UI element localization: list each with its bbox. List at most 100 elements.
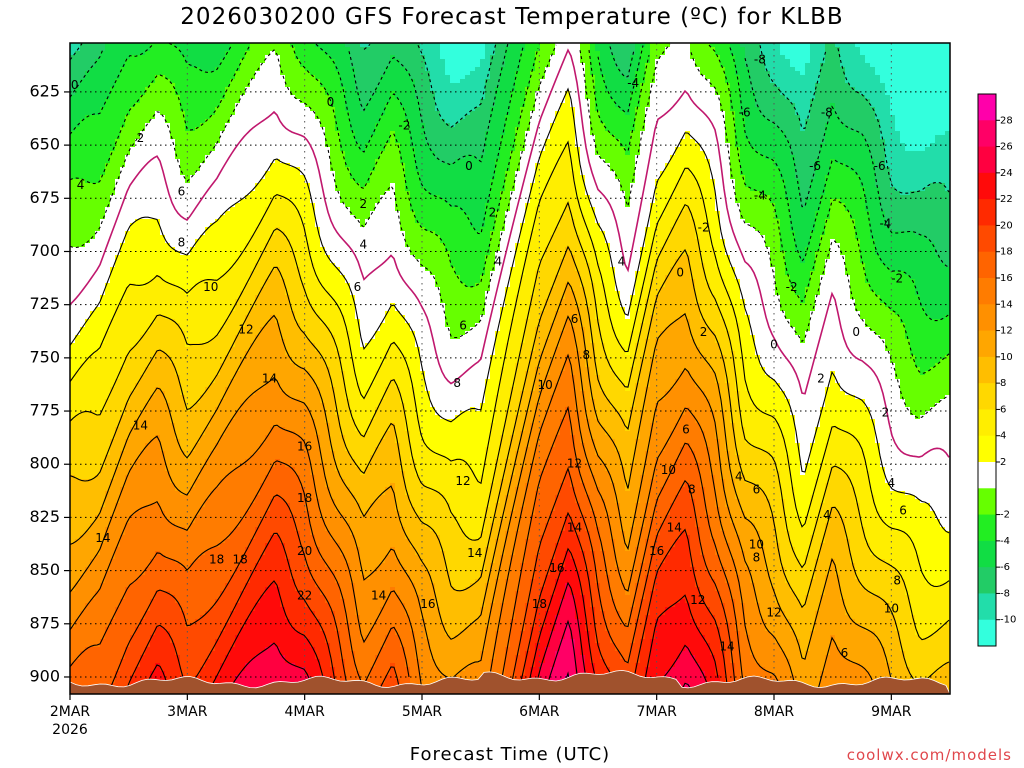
- temperature-cell: [70, 331, 76, 336]
- temperature-cell: [75, 643, 81, 648]
- temperature-cell: [70, 291, 76, 296]
- temperature-cell: [115, 287, 121, 292]
- temperature-cell: [105, 79, 111, 84]
- temperature-cell: [110, 347, 116, 352]
- temperature-cell: [70, 67, 76, 72]
- temperature-cell: [100, 395, 106, 400]
- temperature-cell: [120, 635, 126, 640]
- temperature-cell: [115, 655, 121, 660]
- temperature-cell: [125, 447, 131, 452]
- temperature-cell: [115, 595, 121, 600]
- temperature-cell: [90, 667, 96, 672]
- temperature-cell: [115, 291, 121, 296]
- temperature-cell: [95, 311, 101, 316]
- temperature-cell: [110, 651, 116, 656]
- temperature-cell: [110, 523, 116, 528]
- temperature-cell: [125, 119, 131, 124]
- temperature-cell: [130, 127, 136, 132]
- temperature-cell: [125, 339, 131, 344]
- temperature-cell: [110, 415, 116, 420]
- temperature-cell: [70, 599, 76, 604]
- temperature-cell: [80, 207, 86, 212]
- temperature-cell: [120, 267, 126, 272]
- temperature-cell: [105, 255, 111, 260]
- temperature-cell: [75, 147, 81, 152]
- temperature-cell: [85, 263, 91, 268]
- temperature-cell: [80, 199, 86, 204]
- temperature-cell: [95, 607, 101, 612]
- temperature-cell: [95, 51, 101, 56]
- temperature-cell: [115, 627, 121, 632]
- temperature-cell: [105, 575, 111, 580]
- temperature-cell: [85, 131, 91, 136]
- temperature-cell: [100, 659, 106, 664]
- temperature-cell: [115, 523, 121, 528]
- temperature-cell: [80, 639, 86, 644]
- temperature-cell: [125, 279, 131, 284]
- temperature-cell: [95, 95, 101, 100]
- temperature-cell: [110, 255, 116, 260]
- temperature-cell: [70, 247, 76, 252]
- temperature-cell: [90, 467, 96, 472]
- temperature-cell: [120, 331, 126, 336]
- temperature-cell: [130, 63, 136, 68]
- temperature-cell: [115, 271, 121, 276]
- temperature-cell: [115, 435, 121, 440]
- temperature-cell: [100, 331, 106, 336]
- temperature-cell: [110, 115, 116, 120]
- temperature-cell: [95, 375, 101, 380]
- temperature-cell: [110, 95, 116, 100]
- temperature-cell: [85, 587, 91, 592]
- temperature-cell: [105, 663, 111, 668]
- temperature-cell: [105, 107, 111, 112]
- temperature-cell: [120, 395, 126, 400]
- temperature-cell: [75, 435, 81, 440]
- temperature-cell: [85, 231, 91, 236]
- temperature-cell: [75, 459, 81, 464]
- temperature-cell: [115, 163, 121, 168]
- temperature-cell: [120, 115, 126, 120]
- temperature-cell: [85, 87, 91, 92]
- temperature-cell: [90, 463, 96, 468]
- temperature-cell: [80, 379, 86, 384]
- temperature-cell: [125, 95, 131, 100]
- temperature-cell: [115, 479, 121, 484]
- temperature-cell: [110, 131, 116, 136]
- temperature-cell: [115, 119, 121, 124]
- temperature-cell: [95, 383, 101, 388]
- temperature-cell: [90, 75, 96, 80]
- temperature-cell: [85, 475, 91, 480]
- temperature-cell: [100, 87, 106, 92]
- temperature-cell: [105, 71, 111, 76]
- temperature-cell: [130, 47, 136, 52]
- temperature-cell: [100, 615, 106, 620]
- temperature-cell: [110, 63, 116, 68]
- temperature-cell: [90, 435, 96, 440]
- temperature-cell: [105, 599, 111, 604]
- temperature-cell: [95, 659, 101, 664]
- temperature-cell: [125, 531, 131, 536]
- temperature-cell: [130, 71, 136, 76]
- temperature-cell: [80, 247, 86, 252]
- temperature-cell: [75, 427, 81, 432]
- temperature-cell: [130, 159, 136, 164]
- temperature-cell: [105, 587, 111, 592]
- temperature-cell: [100, 243, 106, 248]
- temperature-cell: [100, 279, 106, 284]
- temperature-cell: [115, 403, 121, 408]
- temperature-cell: [100, 327, 106, 332]
- temperature-cell: [75, 279, 81, 284]
- temperature-cell: [75, 679, 81, 684]
- temperature-cell: [85, 83, 91, 88]
- temperature-cell: [85, 191, 91, 196]
- temperature-cell: [120, 351, 126, 356]
- temperature-cell: [75, 519, 81, 524]
- temperature-cell: [90, 71, 96, 76]
- temperature-cell: [100, 607, 106, 612]
- temperature-cell: [85, 455, 91, 460]
- temperature-cell: [80, 671, 86, 676]
- temperature-cell: [125, 619, 131, 624]
- temperature-cell: [70, 631, 76, 636]
- temperature-cell: [90, 483, 96, 488]
- temperature-cell: [80, 495, 86, 500]
